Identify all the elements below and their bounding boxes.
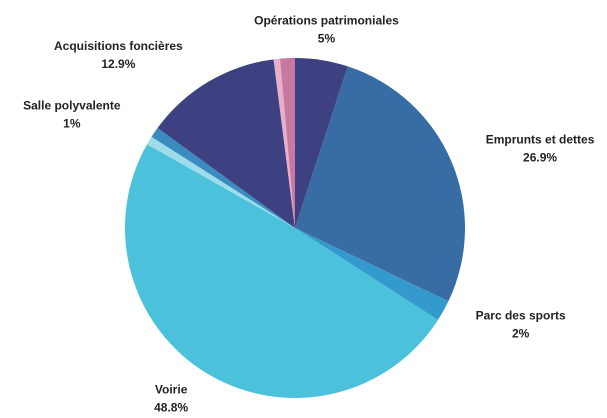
slice-value-label: 12.9% [101, 57, 135, 71]
slice-label: Opérations patrimoniales [254, 14, 399, 28]
slice-label: Acquisitions foncières [54, 39, 183, 53]
slice-value-label: 5% [318, 32, 336, 46]
pie-slice [124, 144, 438, 399]
pie-slice [295, 66, 465, 302]
pie-slice [279, 58, 295, 228]
slice-value-label: 26.9% [523, 150, 557, 164]
slice-value-label: 2% [512, 327, 530, 341]
pie-slice [295, 58, 348, 228]
pie-slice [157, 59, 295, 228]
pie-slice [273, 58, 295, 229]
pie-slice [151, 127, 295, 228]
slice-value-label: 48.8% [154, 400, 188, 414]
pie-slice [147, 136, 295, 228]
slice-value-label: 1% [63, 117, 81, 131]
pie-slice [295, 228, 449, 321]
slice-label: Salle polyvalente [23, 99, 121, 113]
slice-label: Parc des sports [476, 309, 566, 323]
slice-label: Emprunts et dettes [486, 132, 595, 146]
slice-label: Voirie [155, 382, 188, 396]
